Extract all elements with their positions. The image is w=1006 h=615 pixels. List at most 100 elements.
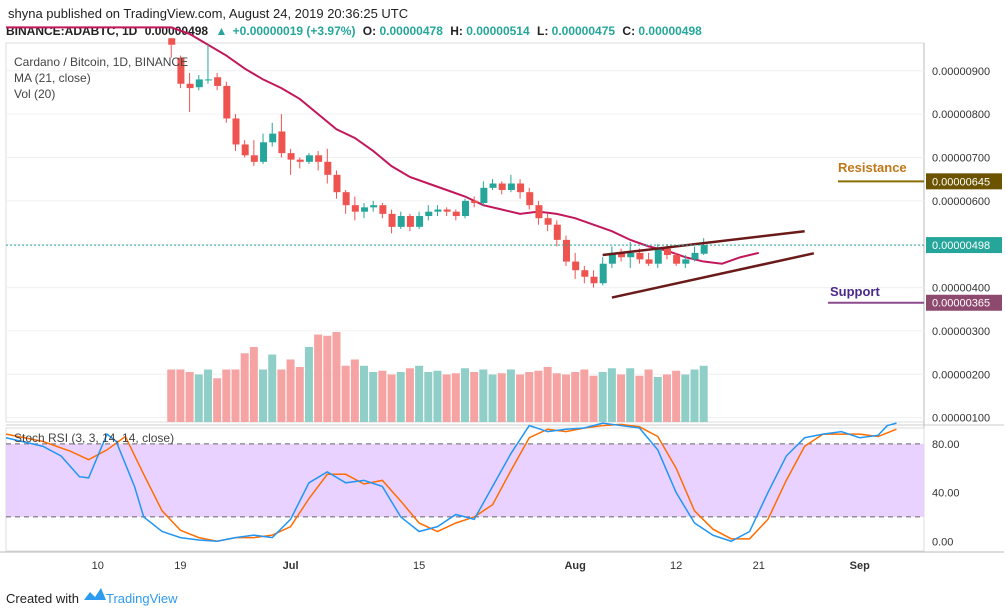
candle-body (608, 252, 616, 264)
volume-bar (442, 374, 451, 422)
channel-trendline (611, 252, 815, 299)
price-tick-label: 0.00000600 (932, 196, 990, 208)
volume-bar (222, 369, 231, 422)
candle-body (682, 259, 690, 264)
last-price-label: 0.00000498 (932, 240, 990, 252)
volume-bar (332, 332, 341, 422)
price-tick-label: 0.00000200 (932, 369, 990, 381)
candle-body (416, 216, 424, 227)
time-tick-label: Jul (283, 560, 299, 572)
candle-body (214, 77, 222, 86)
candle-body (379, 205, 387, 214)
volume-bar (506, 369, 515, 422)
high-value: 0.00000514 (466, 24, 530, 38)
candle-body (618, 252, 626, 258)
price-tick-label: 0.00000700 (932, 152, 990, 164)
candle-body (324, 161, 332, 175)
price-pane[interactable]: 0.00000100 0.00000200 0.00000300 0.00000400… (5, 26, 1004, 551)
candle-body (562, 239, 570, 262)
candle-body (691, 252, 699, 260)
volume-bar (699, 365, 708, 422)
candle-body (168, 38, 176, 45)
candle-body (333, 174, 341, 193)
volume-bar (451, 373, 460, 422)
price-pane-frame (5, 42, 925, 423)
time-tick-label: 10 (92, 560, 104, 572)
volume-bar (194, 374, 203, 422)
volume-bar (607, 368, 616, 422)
candle-body (673, 255, 681, 264)
volume-bar (259, 369, 268, 422)
volume-bar (185, 372, 194, 422)
candle-body (195, 79, 203, 88)
candle-body (315, 155, 323, 162)
candle-body (269, 133, 277, 143)
volume-bar (304, 347, 313, 422)
up-arrow-icon: ▲ (215, 24, 227, 38)
volume-bar (415, 365, 424, 422)
last-price-tag (926, 237, 1002, 254)
rsi-tick-label: 0.00 (932, 536, 953, 548)
time-axis (0, 552, 924, 578)
price-tick-label: 0.00000800 (932, 109, 990, 121)
candle-body (654, 248, 662, 264)
high-label: H: (450, 24, 463, 38)
candle-body (489, 183, 497, 188)
low-value: 0.00000475 (552, 24, 616, 38)
candle-body (361, 207, 369, 212)
volume-bar (461, 368, 469, 422)
support-label: Support (830, 284, 880, 299)
time-tick-label: Aug (564, 560, 585, 572)
price-tick-label: 0.00000300 (932, 326, 990, 338)
volume-bar (543, 367, 552, 422)
candle-body (186, 83, 194, 89)
candle-body (388, 213, 396, 227)
volume-bar (295, 367, 304, 422)
channel-trendline (602, 229, 805, 257)
volume-bar (580, 369, 589, 422)
candle-body (471, 200, 479, 204)
candle-body (204, 79, 212, 81)
open-value: 0.00000478 (379, 24, 443, 38)
close-label: C: (622, 24, 635, 38)
time-tick-label: 15 (413, 560, 425, 572)
legend-vol: Vol (20) (14, 87, 55, 101)
resistance-price-label: 0.00000645 (932, 176, 990, 188)
stoch-rsi-pane[interactable]: 0.00 40.00 80.00 10 19 Jul 15 Aug 12 21 Sep (0, 422, 1004, 578)
candle-body (526, 192, 534, 206)
candle-body (452, 211, 460, 217)
low-label: L: (537, 24, 548, 38)
volume-bar (497, 373, 506, 422)
volume-bar (369, 372, 378, 422)
candle-body (590, 276, 598, 284)
support-price-tag (926, 294, 1002, 311)
price-tick-label: 0.00000100 (932, 413, 990, 425)
volume-bar (672, 370, 681, 422)
volume-bar (561, 374, 570, 422)
candle-body (517, 183, 525, 193)
volume-bar (249, 347, 258, 422)
time-tick-label: 21 (753, 560, 765, 572)
volume-bar (176, 369, 185, 422)
footer-created-with: Created with (6, 591, 79, 606)
publish-line: shyna published on TradingView.com, Augu… (8, 6, 408, 21)
candle-body (645, 259, 653, 264)
resistance-label: Resistance (838, 160, 907, 175)
candle-body (287, 153, 295, 160)
candle-body (425, 211, 433, 217)
candle-body (351, 205, 359, 212)
candle-body (296, 159, 304, 162)
open-label: O: (363, 24, 376, 38)
candle-body (572, 261, 580, 271)
footer-brand[interactable]: TradingView (106, 591, 178, 606)
candle-body (434, 209, 442, 212)
volume-bar (396, 372, 405, 422)
volume-bar (598, 372, 607, 422)
volume-bar (635, 375, 644, 422)
resistance-price-tag (926, 173, 1002, 190)
volume-bar (552, 373, 561, 422)
volume-bar (534, 370, 543, 422)
support-price-label: 0.00000365 (932, 298, 990, 310)
price-tick-label: 0.00000400 (932, 283, 990, 295)
